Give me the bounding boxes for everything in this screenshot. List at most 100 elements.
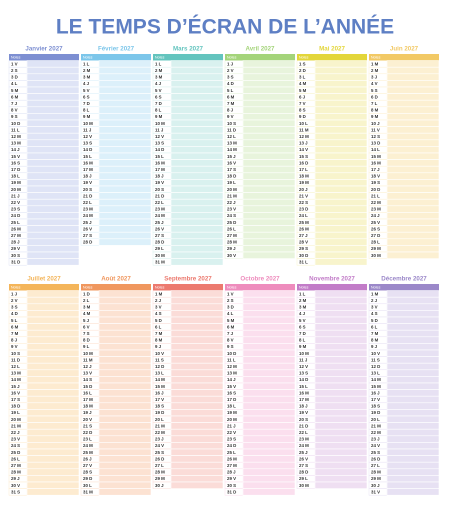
day-note-cell [26, 343, 80, 351]
day-label: 5 J [83, 318, 90, 323]
day-note-cell [242, 172, 296, 180]
day-label: 26 M [227, 456, 237, 461]
day-label: 7 D [299, 331, 306, 336]
day-label: 18 M [83, 404, 93, 409]
day-label: 8 J [11, 338, 18, 343]
day-note-cell [170, 192, 224, 200]
day-label: 4 J [83, 81, 90, 86]
day-label: 10 M [83, 351, 93, 356]
day-note-cell [386, 212, 440, 220]
day-label: 16 D [299, 160, 308, 165]
day-label: 28 D [83, 240, 92, 245]
day-note-cell [170, 310, 224, 318]
notes-label: Notes [371, 55, 381, 59]
day-note-cell [170, 225, 224, 233]
day-label: 23 M [155, 207, 165, 212]
day-label: 1 L [299, 291, 306, 296]
day-label: 25 L [11, 220, 20, 225]
day-label: 13 L [371, 371, 380, 376]
day-label: 5 L [11, 318, 18, 323]
day-note-cell [170, 395, 224, 404]
day-label: 26 V [299, 456, 308, 461]
day-note-cell [170, 218, 224, 226]
day-label: 8 V [11, 108, 18, 113]
day-note-cell [242, 448, 296, 456]
day-note-cell [26, 93, 80, 101]
day-label: 20 M [11, 417, 21, 422]
day-note-cell [314, 159, 368, 167]
day-label: 28 D [299, 470, 308, 475]
day-label: 12 V [155, 134, 164, 139]
day-note-cell [386, 448, 440, 456]
day-note-cell [386, 146, 440, 154]
day-label: 17 D [227, 397, 236, 402]
day-label: 8 L [299, 338, 306, 343]
day-label: 26 V [155, 226, 164, 231]
day-note-cell [314, 468, 368, 476]
day-note-cell [170, 86, 224, 94]
day-note-cell [386, 336, 440, 344]
day-label: 10 M [83, 121, 93, 126]
day-note-cell [386, 343, 440, 351]
day-note-cell [386, 435, 440, 443]
day-label: 12 V [83, 134, 92, 139]
day-label: 1 J [227, 61, 234, 66]
day-label: 12 D [371, 364, 380, 369]
day-note-cell [170, 106, 224, 114]
day-label: 30 V [227, 253, 236, 258]
day-note-cell [314, 316, 368, 324]
day-label: 26 D [155, 456, 164, 461]
day-note-cell [98, 415, 152, 423]
day-note-cell [386, 238, 440, 246]
day-note-cell [98, 336, 152, 344]
day-note-cell [170, 113, 224, 121]
day-note-cell [98, 362, 152, 371]
day-label: 19 V [155, 180, 164, 185]
day-note-cell [170, 198, 224, 207]
day-note-cell [242, 185, 296, 193]
day-label: 22 J [11, 430, 20, 435]
day-label: 9 M [371, 114, 379, 119]
day-label: 4 V [371, 81, 378, 86]
day-note-cell [98, 119, 152, 127]
day-note-cell [386, 395, 440, 404]
day-label: 4 S [371, 311, 378, 316]
day-label: 5 V [155, 88, 162, 93]
day-label: 2 V [227, 68, 234, 73]
day-note-cell [170, 475, 224, 483]
day-note-cell [242, 139, 296, 147]
day-note-cell [314, 185, 368, 193]
day-label: 29 S [299, 246, 308, 251]
day-note-cell [26, 442, 80, 450]
day-label: 3 J [371, 75, 378, 80]
day-note-cell [98, 205, 152, 213]
day-note-cell [386, 296, 440, 305]
day-note-cell [386, 428, 440, 437]
day-label: 27 L [155, 463, 164, 468]
day-label: 27 M [11, 463, 21, 468]
day-label: 27 S [299, 463, 308, 468]
day-label: 16 J [155, 390, 164, 395]
day-note-cell [26, 376, 80, 384]
day-note-cell [26, 179, 80, 187]
day-label: 4 L [227, 311, 234, 316]
day-note-cell [170, 442, 224, 450]
day-note-cell [26, 356, 80, 364]
day-note-cell [242, 93, 296, 101]
day-note-cell [170, 146, 224, 154]
day-label: 16 L [83, 390, 92, 395]
day-note-cell [98, 428, 152, 437]
day-label: 16 M [371, 160, 381, 165]
day-label: 8 M [371, 338, 379, 343]
day-label: 24 D [227, 443, 236, 448]
day-note-cell [26, 245, 80, 253]
day-note-cell [242, 159, 296, 167]
day-label: 5 D [371, 318, 378, 323]
day-label: 30 M [371, 253, 381, 258]
day-label: 26 V [83, 226, 92, 231]
day-note-cell [26, 192, 80, 200]
day-label: 12 D [155, 364, 164, 369]
day-label: 12 M [299, 134, 309, 139]
day-note-cell [26, 290, 80, 298]
day-note-cell [170, 356, 224, 364]
